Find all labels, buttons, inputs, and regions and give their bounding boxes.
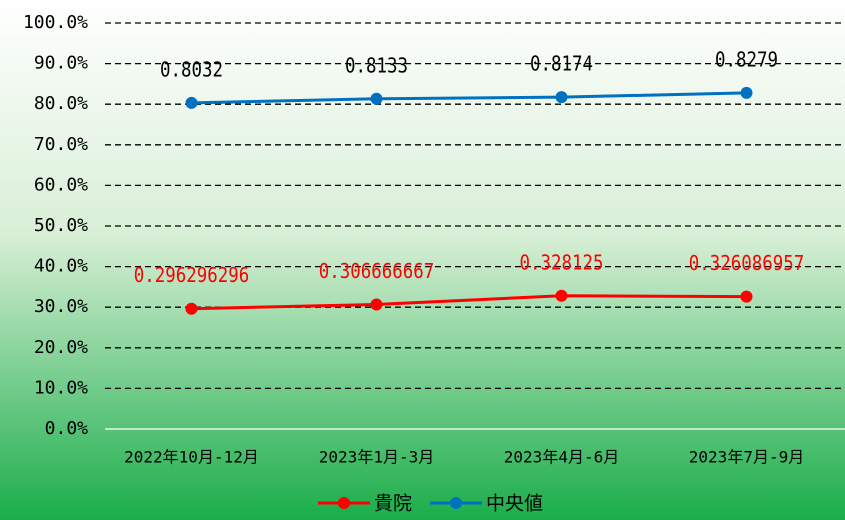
y-tick-label: 60.0% [34, 174, 88, 195]
y-tick-label: 90.0% [34, 53, 88, 74]
series-line [191, 91, 747, 105]
data-label: 0.8133 [345, 53, 408, 77]
data-label: 0.328125 [520, 250, 604, 274]
x-tick-label: 2022年10月-12月 [124, 448, 259, 467]
series-line [191, 294, 747, 311]
marker [370, 298, 383, 311]
y-tick-label: 80.0% [34, 93, 88, 114]
marker [185, 96, 198, 109]
y-tick-label: 10.0% [34, 377, 88, 398]
data-label: 0.296296296 [134, 263, 250, 287]
y-tick-label: 20.0% [34, 337, 88, 358]
data-label: 0.326086957 [689, 251, 805, 275]
marker [740, 86, 753, 99]
y-tick-label: 0.0% [45, 418, 89, 439]
data-label: 0.8279 [715, 47, 778, 71]
data-label: 0.8032 [160, 57, 223, 81]
legend-marker [338, 497, 350, 509]
x-tick-label: 2023年4月-6月 [504, 448, 619, 467]
marker [555, 289, 568, 302]
legend-label: 中央値 [486, 493, 543, 515]
marker [740, 290, 753, 303]
y-tick-label: 100.0% [23, 12, 88, 33]
y-tick-label: 70.0% [34, 134, 88, 155]
y-tick-label: 50.0% [34, 215, 88, 236]
marker [555, 91, 568, 104]
marker [370, 92, 383, 105]
legend-label: 貴院 [374, 493, 412, 515]
y-tick-label: 40.0% [34, 256, 88, 277]
data-label: 0.306666667 [319, 259, 435, 283]
x-tick-label: 2023年7月-9月 [689, 448, 804, 467]
marker [185, 302, 198, 315]
legend-marker [450, 497, 463, 509]
x-tick-label: 2023年1月-3月 [319, 448, 434, 467]
data-label: 0.8174 [530, 52, 593, 76]
y-tick-label: 30.0% [34, 296, 88, 317]
